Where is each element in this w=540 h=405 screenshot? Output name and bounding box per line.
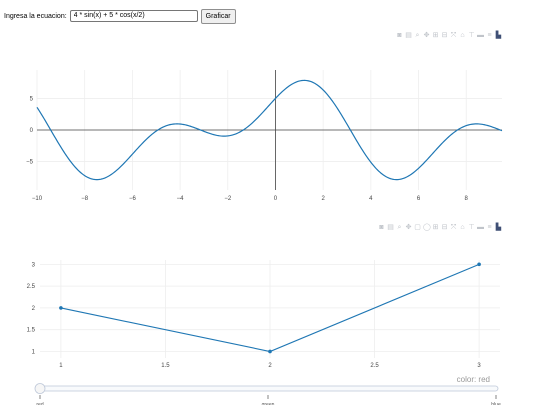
y-tick-label: −5 [26,160,34,166]
x-tick-label: 1.5 [161,363,170,369]
slider-step-label: green [262,402,275,405]
x-tick-label: 3 [477,363,481,369]
hover-compare-icon[interactable]: ≡ [487,224,492,231]
zoom-icon[interactable]: ⌕ [415,32,420,39]
x-tick-label: 0 [274,196,278,202]
function-line [36,79,503,181]
plotly-logo-icon[interactable]: ▙ [495,32,502,39]
data-point [59,306,63,310]
zoom-icon[interactable]: ⌕ [397,224,402,231]
y-tick-label: 1 [32,349,36,355]
spike-lines-icon[interactable]: ⊤ [468,224,475,231]
hover-closest-icon[interactable]: ▬ [477,224,484,231]
spike-lines-icon[interactable]: ⊤ [468,32,475,39]
autoscale-icon[interactable]: ⤧ [450,224,457,231]
x-tick-label: 2.5 [370,363,379,369]
slider-rail[interactable] [35,385,499,392]
x-tick-label: −8 [81,196,89,202]
x-tick-label: −2 [224,196,232,202]
zoom-out-icon[interactable]: ⊟ [441,224,448,231]
modebar-bottom: ◙ ▤ ⌕ ✥ ▢ ◯ ⊞ ⊟ ⤧ ⌂ ⊤ ▬ ≡ ▙ [378,224,502,231]
equation-input[interactable] [69,10,198,22]
data-point [268,349,272,354]
slider-handle[interactable] [34,383,46,394]
x-tick-label: −4 [177,196,185,202]
modebar-top: ◙ ▤ ⌕ ✥ ⊞ ⊟ ⤧ ⌂ ⊤ ▬ ≡ ▙ [396,32,502,39]
x-tick-label: 4 [369,196,373,202]
x-tick-label: 2 [321,196,325,202]
equation-form: Ingresa la ecuacion: Graficar [4,8,236,24]
box-select-icon[interactable]: ▢ [414,224,421,231]
plot-button[interactable]: Graficar [200,8,236,24]
slider-step-label: blue [491,402,501,405]
save-icon[interactable]: ▤ [387,224,394,231]
slider-step-label: red [36,402,43,405]
lasso-select-icon[interactable]: ◯ [423,224,431,231]
y-tick-label: 2.5 [27,284,36,290]
hover-compare-icon[interactable]: ≡ [487,32,492,39]
data-plot[interactable]: 1 1.5 2 2.5 3 1 1.5 2 2.5 3 color: red red green blue [0,230,540,405]
x-tick-label: 8 [465,196,469,202]
x-tick-label: −10 [32,196,43,202]
pan-icon[interactable]: ✥ [423,32,430,39]
home-icon[interactable]: ⌂ [460,32,465,39]
function-plot[interactable]: −10 −8 −6 −4 −2 0 2 4 6 8 −5 0 5 [0,45,540,250]
y-tick-label: 2 [32,306,36,312]
camera-icon[interactable]: ◙ [397,32,402,39]
y-tick-label: 1.5 [27,328,36,334]
pan-icon[interactable]: ✥ [405,224,412,231]
x-tick-label: 6 [417,196,421,202]
zoom-in-icon[interactable]: ⊞ [432,224,439,231]
zoom-out-icon[interactable]: ⊟ [441,32,448,39]
x-tick-label: 1 [59,363,63,369]
y-tick-label: 3 [32,262,36,268]
camera-icon[interactable]: ◙ [379,224,384,231]
hover-closest-icon[interactable]: ▬ [477,32,484,39]
equation-label: Ingresa la ecuacion: [4,12,67,20]
data-point [477,262,481,267]
save-icon[interactable]: ▤ [405,32,412,39]
plotly-logo-icon[interactable]: ▙ [495,224,502,231]
home-icon[interactable]: ⌂ [460,224,465,231]
y-tick-label: 0 [30,128,34,134]
x-tick-label: −6 [129,196,137,202]
autoscale-icon[interactable]: ⤧ [450,32,457,39]
zoom-in-icon[interactable]: ⊞ [432,32,439,39]
y-tick-label: 5 [30,96,34,102]
x-tick-label: 2 [268,363,272,369]
slider-current-value: color: red [457,375,490,384]
